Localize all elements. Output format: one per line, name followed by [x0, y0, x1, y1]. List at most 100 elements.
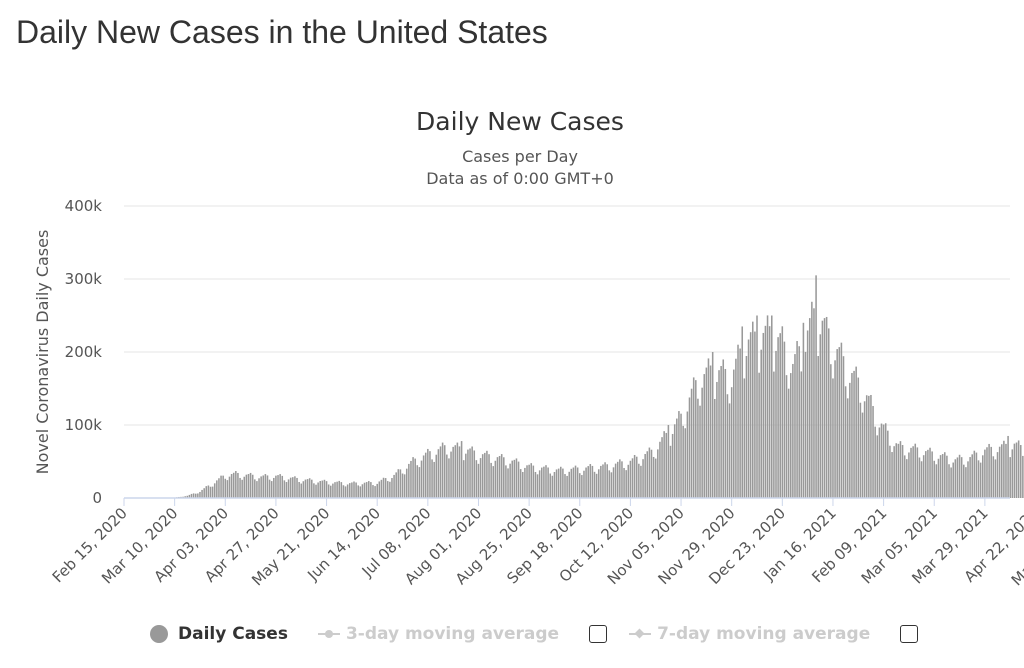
bar[interactable] [870, 394, 872, 498]
bar[interactable] [903, 455, 906, 498]
bar[interactable] [1000, 444, 1003, 498]
bar[interactable] [243, 476, 246, 498]
bar[interactable] [585, 467, 587, 498]
bar[interactable] [895, 443, 898, 498]
bar[interactable] [235, 471, 237, 498]
bar[interactable] [397, 469, 400, 498]
bar[interactable] [800, 371, 803, 498]
bar[interactable] [186, 495, 189, 498]
bar[interactable] [956, 457, 959, 498]
bar[interactable] [929, 447, 931, 498]
bar[interactable] [450, 451, 452, 498]
bar[interactable] [568, 471, 570, 498]
bar[interactable] [465, 453, 467, 498]
bar[interactable] [652, 456, 655, 498]
bar[interactable] [564, 474, 566, 498]
bar[interactable] [697, 398, 699, 498]
bar[interactable] [534, 471, 537, 498]
bar[interactable] [789, 373, 792, 498]
bar[interactable] [612, 467, 615, 498]
bar[interactable] [994, 459, 997, 498]
bar[interactable] [690, 388, 693, 498]
bar[interactable] [391, 478, 393, 498]
bar[interactable] [659, 441, 661, 498]
bar[interactable] [635, 456, 638, 498]
bar[interactable] [889, 445, 891, 498]
bar[interactable] [336, 481, 338, 498]
bar[interactable] [906, 459, 908, 498]
bar[interactable] [671, 433, 674, 498]
bar[interactable] [357, 485, 359, 498]
legend-item-3-day-average[interactable]: 3-day moving average [317, 624, 559, 644]
bar[interactable] [188, 494, 191, 498]
bar[interactable] [714, 398, 716, 498]
bar[interactable] [650, 449, 653, 498]
bar[interactable] [488, 454, 490, 498]
bar[interactable] [327, 484, 330, 498]
bar[interactable] [424, 452, 427, 498]
legend-item-7-day-average[interactable]: 7-day moving average [629, 624, 870, 644]
bar[interactable] [545, 465, 547, 498]
bar[interactable] [830, 364, 832, 498]
bar[interactable] [692, 377, 695, 498]
bar[interactable] [249, 472, 252, 498]
bar[interactable] [739, 348, 741, 498]
bar[interactable] [218, 478, 220, 498]
checkbox-7-day-average[interactable] [900, 625, 919, 643]
bar[interactable] [216, 480, 218, 498]
bar[interactable] [661, 437, 663, 498]
bar[interactable] [340, 482, 343, 498]
bar[interactable] [855, 366, 857, 498]
bar[interactable] [941, 454, 944, 498]
bar[interactable] [838, 347, 841, 498]
bar[interactable] [602, 464, 604, 498]
bar[interactable] [705, 367, 708, 498]
bar[interactable] [971, 454, 973, 498]
bar[interactable] [804, 351, 807, 498]
bar[interactable] [232, 472, 235, 498]
bar[interactable] [389, 481, 391, 498]
bar[interactable] [965, 467, 967, 498]
bar[interactable] [526, 465, 528, 498]
bar[interactable] [969, 457, 971, 498]
bar[interactable] [311, 479, 313, 498]
bar[interactable] [359, 486, 362, 498]
bar[interactable] [688, 397, 691, 498]
bar[interactable] [213, 483, 216, 498]
bar[interactable] [743, 378, 746, 498]
bar[interactable] [1005, 443, 1007, 498]
bar[interactable] [891, 452, 893, 498]
bar[interactable] [429, 451, 431, 498]
bar[interactable] [254, 479, 256, 498]
bar[interactable] [874, 426, 876, 498]
bar[interactable] [777, 337, 779, 498]
bar[interactable] [251, 474, 254, 498]
bar[interactable] [581, 475, 583, 498]
bar[interactable] [887, 430, 889, 498]
bar[interactable] [519, 469, 522, 498]
bar[interactable] [416, 465, 419, 498]
bar[interactable] [796, 341, 798, 498]
bar[interactable] [1019, 445, 1022, 498]
bar[interactable] [787, 388, 790, 498]
bar[interactable] [785, 375, 788, 498]
bar[interactable] [446, 454, 448, 498]
bar[interactable] [1011, 449, 1014, 498]
bar[interactable] [190, 493, 193, 498]
bar[interactable] [762, 332, 765, 498]
bar[interactable] [515, 458, 518, 498]
bar[interactable] [859, 402, 862, 498]
bar[interactable] [500, 454, 503, 498]
bar[interactable] [764, 325, 767, 498]
bar[interactable] [439, 446, 442, 498]
bar[interactable] [256, 481, 258, 498]
bar[interactable] [846, 398, 849, 498]
bar[interactable] [827, 328, 830, 498]
bar[interactable] [631, 458, 634, 498]
bar[interactable] [209, 486, 212, 498]
bar[interactable] [775, 350, 777, 498]
bar[interactable] [849, 382, 851, 498]
bar[interactable] [944, 452, 946, 498]
bar[interactable] [699, 405, 701, 498]
bar[interactable] [844, 386, 847, 498]
